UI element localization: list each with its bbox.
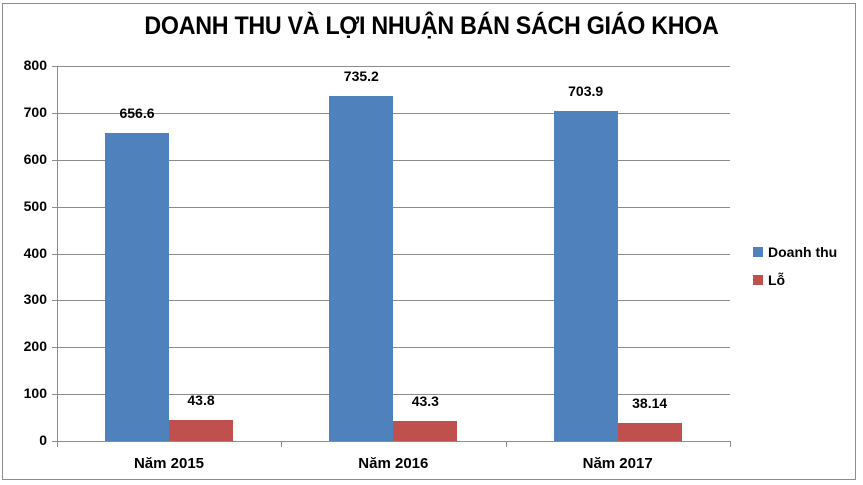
y-tick-label: 400 [23,244,47,261]
data-label: 735.2 [343,68,379,85]
legend-swatch-icon [753,275,763,285]
data-label: 43.3 [411,392,439,409]
data-label: 38.14 [632,395,668,412]
plot-area: 0 100 200 300 400 500 600 700 800 656.6 43.8 735.2 4… [24,57,731,448]
x-category-label: Năm 2017 [582,455,653,472]
bar-lo-1 [393,420,458,441]
x-tick-mark [505,441,507,447]
legend-label: Doanh thu [768,244,838,260]
bar-lo-0 [169,420,233,441]
x-tick-mark [730,441,731,447]
legend-item: Doanh thu [753,240,837,264]
bar-lo-2 [617,423,682,441]
bar-doanh-thu-2 [553,111,618,441]
y-tick-label: 200 [23,338,47,355]
y-tick-label: 0 [39,432,47,448]
legend-label: Lỗ [768,272,786,288]
bar-doanh-thu-0 [105,133,169,441]
gridline [52,66,730,67]
data-label: 43.8 [187,392,215,409]
bar-doanh-thu-1 [329,96,394,441]
data-label: 703.9 [568,83,604,100]
y-tick-label: 500 [23,197,47,214]
x-tick-mark [281,441,283,447]
x-tick-mark [57,441,58,447]
legend-swatch-icon [753,247,763,257]
legend: Doanh thu Lỗ [753,240,837,296]
data-label: 656.6 [119,105,155,122]
y-tick-label: 600 [23,150,47,167]
chart-title: DOANH THU VÀ LỢI NHUẬN BÁN SÁCH GIÁO KHO… [144,12,719,40]
y-tick-label: 700 [23,103,47,120]
y-tick-label: 800 [23,57,47,73]
y-tick-label: 100 [23,385,47,402]
y-tick-label: 300 [23,291,47,308]
legend-item: Lỗ [753,268,837,292]
x-category-label: Năm 2016 [358,455,429,472]
x-category-label: Năm 2015 [133,455,205,472]
x-axis [52,441,730,442]
